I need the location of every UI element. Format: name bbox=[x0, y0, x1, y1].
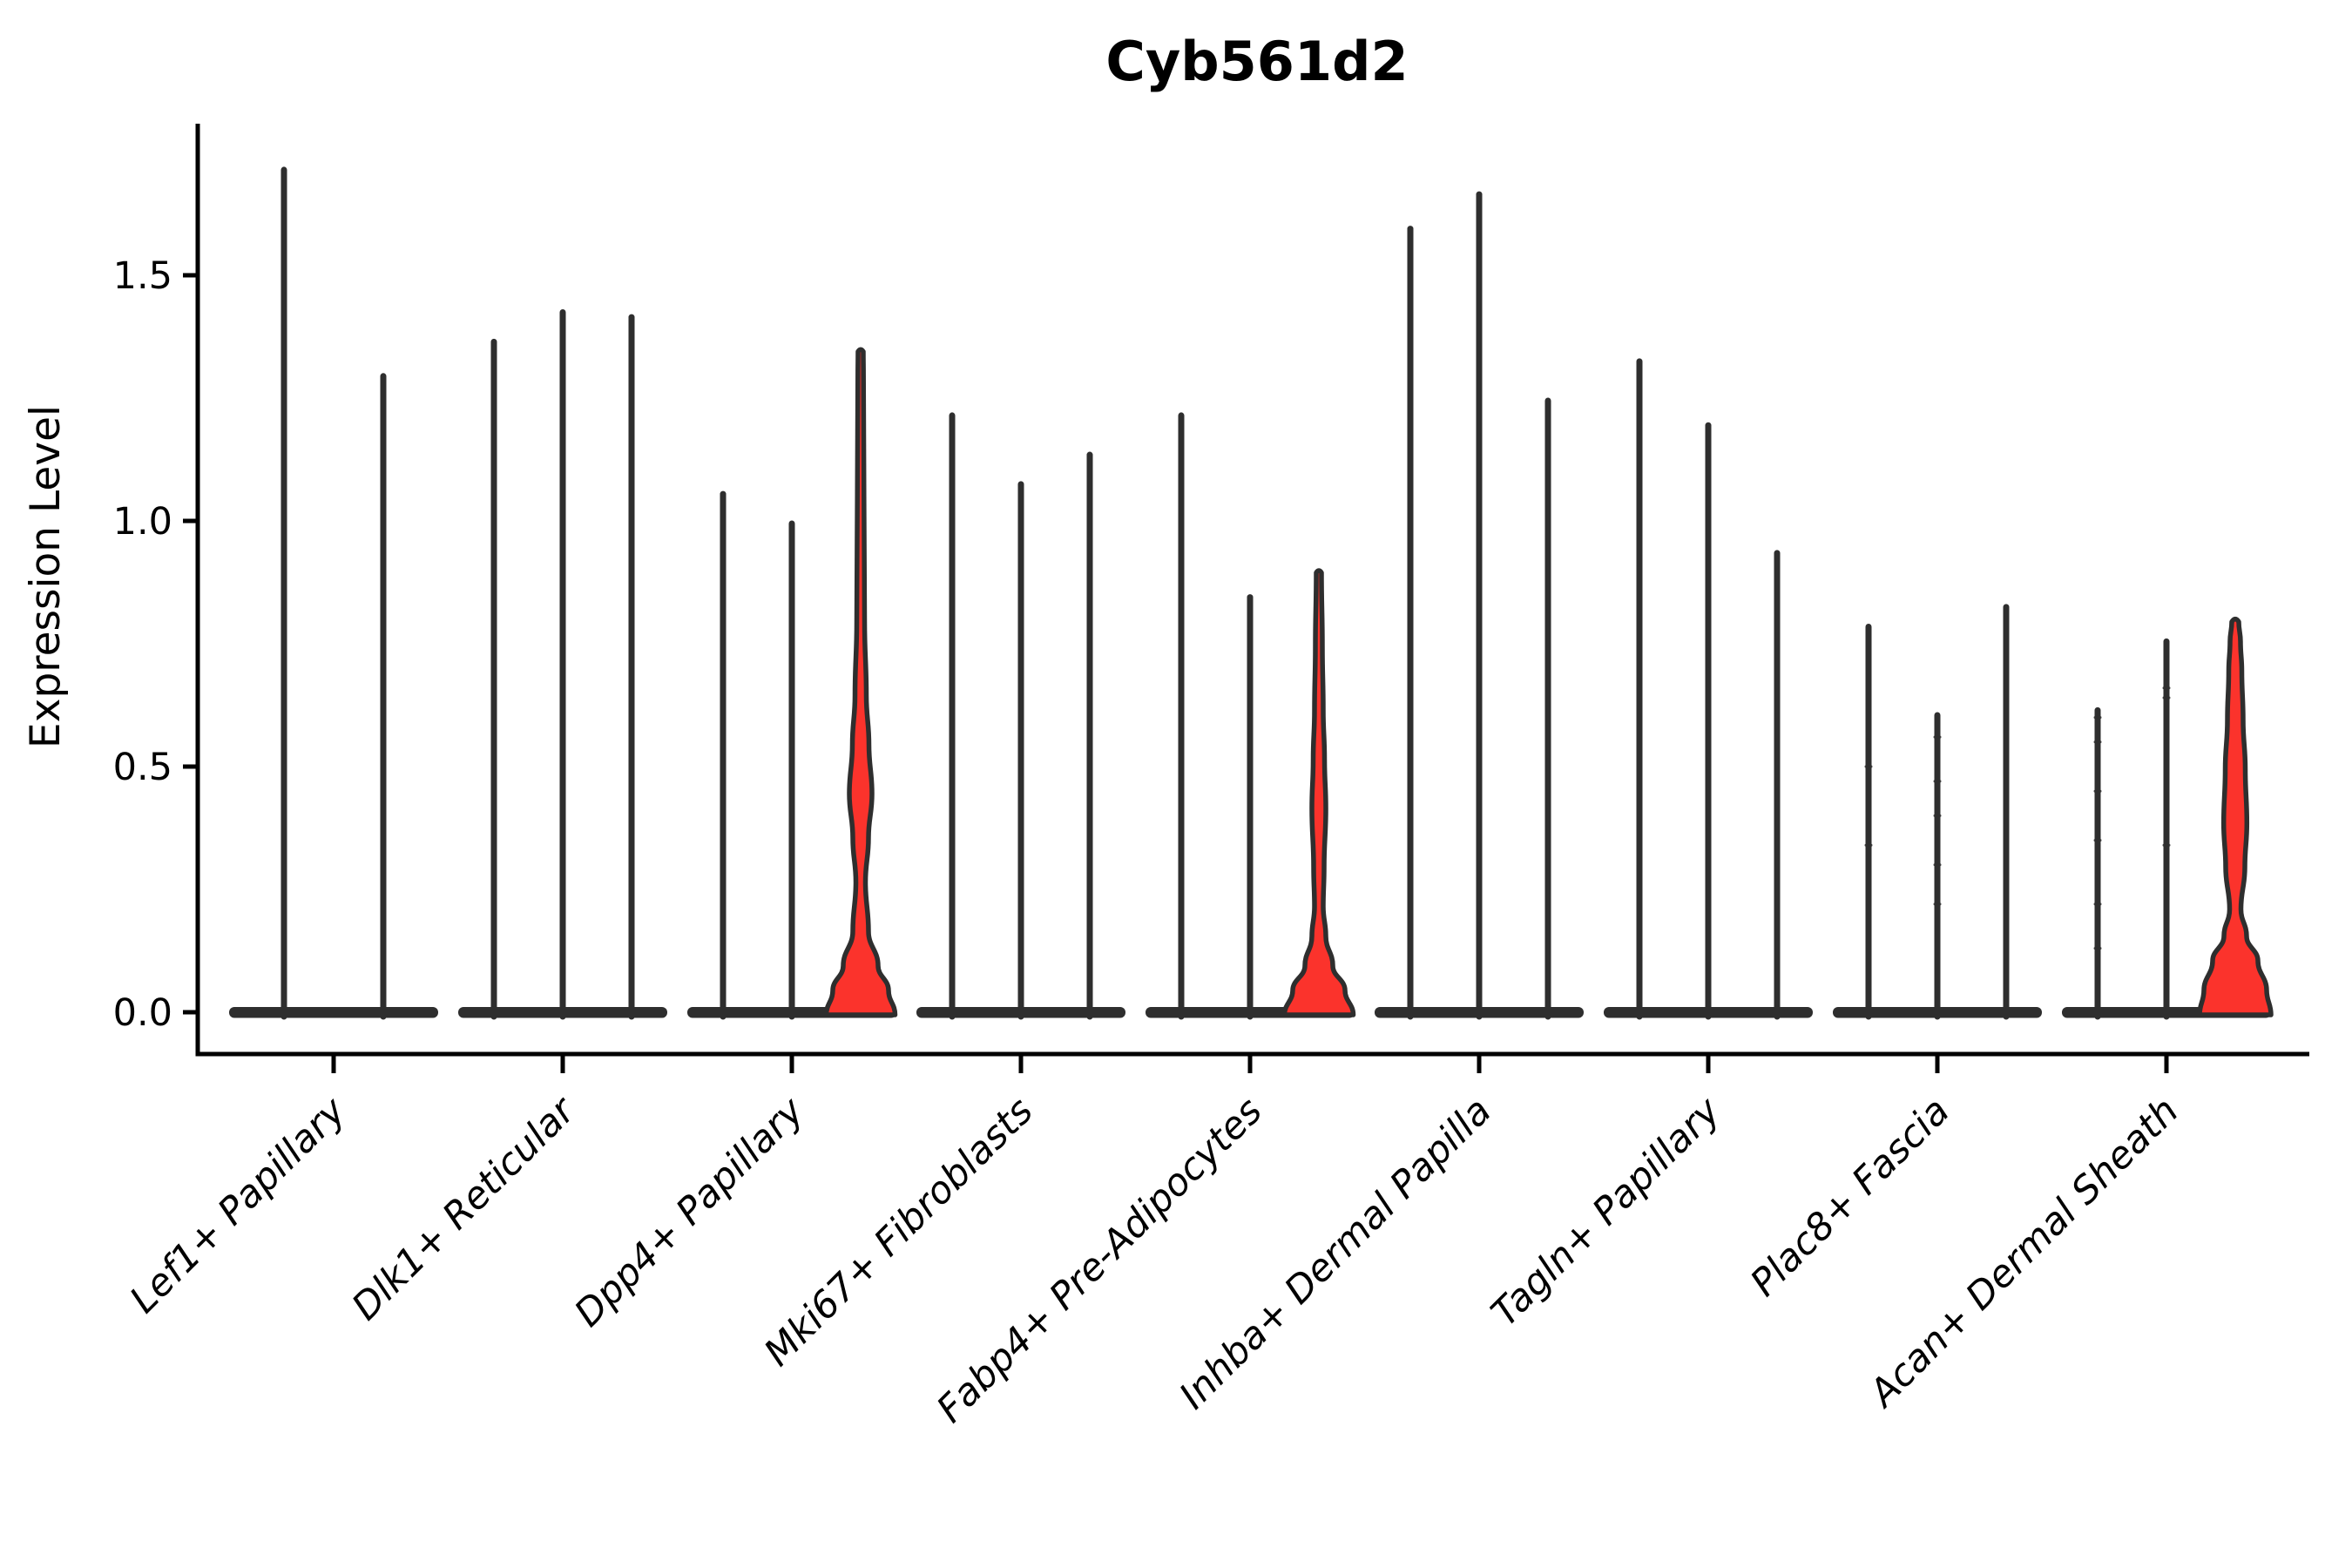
y-tick-label: 0.0 bbox=[113, 991, 172, 1035]
expression-point-mark bbox=[1933, 780, 1942, 783]
x-tick-label: Dlk1+ Reticular bbox=[344, 1088, 585, 1329]
violin-base bbox=[229, 1007, 438, 1018]
violin-category-group bbox=[1604, 358, 1813, 1020]
expression-point-mark bbox=[1864, 843, 1873, 847]
violin-category-group bbox=[916, 412, 1125, 1020]
expression-point-mark bbox=[1864, 765, 1873, 768]
violins-group bbox=[229, 166, 2274, 1020]
expression-point-mark bbox=[2093, 789, 2102, 793]
x-tick-label: Lef1+ Papillary bbox=[122, 1089, 355, 1321]
violin-category-group bbox=[1146, 412, 1356, 1020]
expression-point-mark bbox=[2093, 947, 2102, 950]
violin-category-group bbox=[1375, 191, 1584, 1020]
axes-group: 0.0 0.5 1.0 1.5 bbox=[113, 124, 2309, 1073]
expression-point-mark bbox=[2162, 843, 2171, 847]
expression-point-mark bbox=[1933, 863, 1942, 867]
violin-category-group bbox=[458, 308, 667, 1020]
expression-point-mark bbox=[2093, 902, 2102, 906]
expression-point-mark bbox=[1933, 735, 1942, 739]
plot-title: Cyb561d2 bbox=[1105, 30, 1408, 93]
violin-body-filled bbox=[1281, 568, 1356, 1017]
expression-point-mark bbox=[2162, 696, 2171, 700]
violin-category-group bbox=[2062, 616, 2274, 1020]
y-tick-label: 1.5 bbox=[113, 254, 172, 298]
violin-category-group bbox=[229, 166, 438, 1020]
x-tick-label: Tagln+ Papillary bbox=[1484, 1089, 1730, 1335]
x-tick-label: Dpp4+ Papillary bbox=[566, 1089, 813, 1335]
y-tick-label: 0.5 bbox=[113, 746, 172, 789]
expression-point-mark bbox=[2162, 686, 2171, 690]
expression-point-mark bbox=[1933, 814, 1942, 817]
expression-point-mark bbox=[2093, 839, 2102, 842]
expression-point-mark bbox=[2093, 716, 2102, 720]
violin-category-group bbox=[1833, 604, 2042, 1020]
x-tick-label: Plac8+ Fascia bbox=[1742, 1089, 1958, 1305]
y-axis-label: Expression Level bbox=[22, 405, 70, 748]
expression-point-mark bbox=[1933, 902, 1942, 906]
expression-point-mark bbox=[2093, 740, 2102, 744]
violin-body-filled bbox=[823, 347, 898, 1017]
violin-body-filled bbox=[2197, 616, 2274, 1017]
violin-category-group bbox=[687, 347, 898, 1020]
y-tick-label: 1.0 bbox=[113, 500, 172, 544]
